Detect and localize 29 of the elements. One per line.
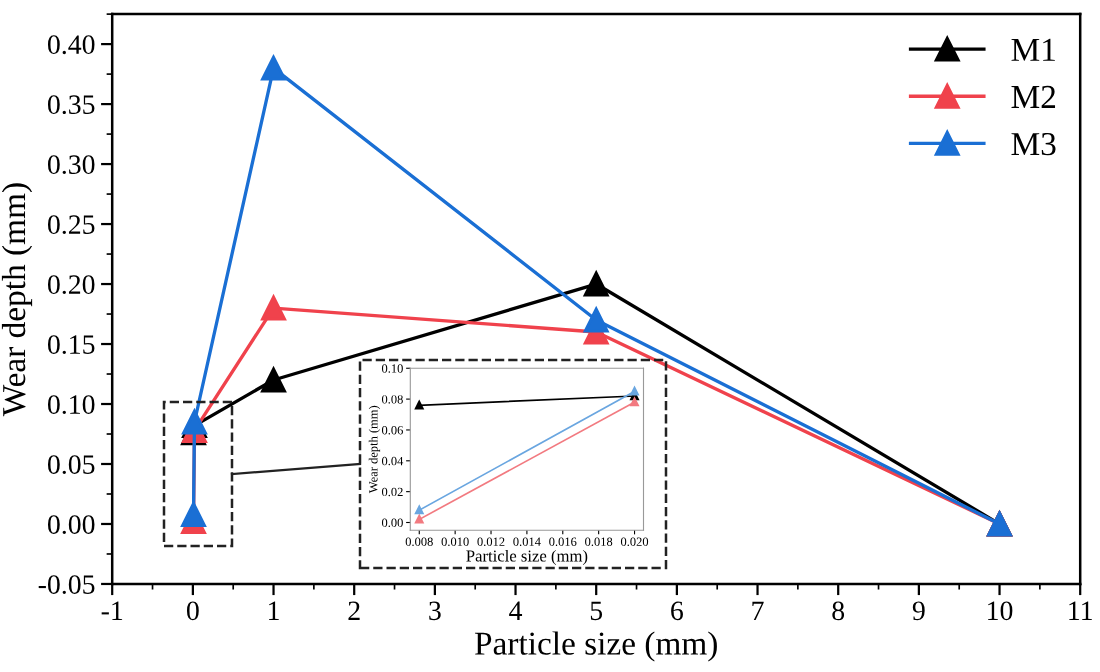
- x-tick-label: 2: [348, 601, 360, 620]
- x-tick-label: 8: [832, 601, 845, 621]
- x-tick-label: 4: [509, 601, 523, 620]
- y-tick-label: -0.05: [38, 575, 95, 594]
- y-tick-label: 0.30: [47, 155, 95, 175]
- y-tick-label: 0.15: [47, 335, 95, 355]
- x-tick-label: 7: [752, 601, 764, 620]
- x-tick-label: 9: [912, 601, 925, 621]
- x-tick-label: 1: [269, 601, 279, 620]
- x-tick-label: 11: [1069, 601, 1092, 620]
- y-tick-label: 0.05: [47, 455, 95, 475]
- x-tick-label: 10: [988, 601, 1013, 621]
- legend-label: M2: [1011, 85, 1056, 108]
- x-axis-title: Particle size (mm): [466, 549, 588, 565]
- x-tick-label: 3: [429, 601, 441, 621]
- y-tick-label: 0.20: [47, 275, 95, 295]
- x-tick-label: -1: [101, 601, 123, 620]
- y-axis-title: Wear depth (mm): [1, 183, 33, 417]
- x-tick-label: 0: [186, 601, 199, 621]
- y-tick-label: 0.25: [47, 215, 95, 235]
- legend-label: M3: [1011, 132, 1056, 156]
- y-tick-label: 0.40: [47, 35, 95, 55]
- y-tick-label: 0.00: [47, 515, 95, 535]
- y-tick-label: 0.10: [47, 395, 95, 415]
- x-axis-title: Particle size (mm): [474, 631, 717, 662]
- x-tick-label: 5: [590, 601, 603, 621]
- legend-label: M1: [1011, 38, 1055, 61]
- x-tick-label: 6: [671, 601, 683, 621]
- y-tick-label: 0.35: [47, 95, 95, 115]
